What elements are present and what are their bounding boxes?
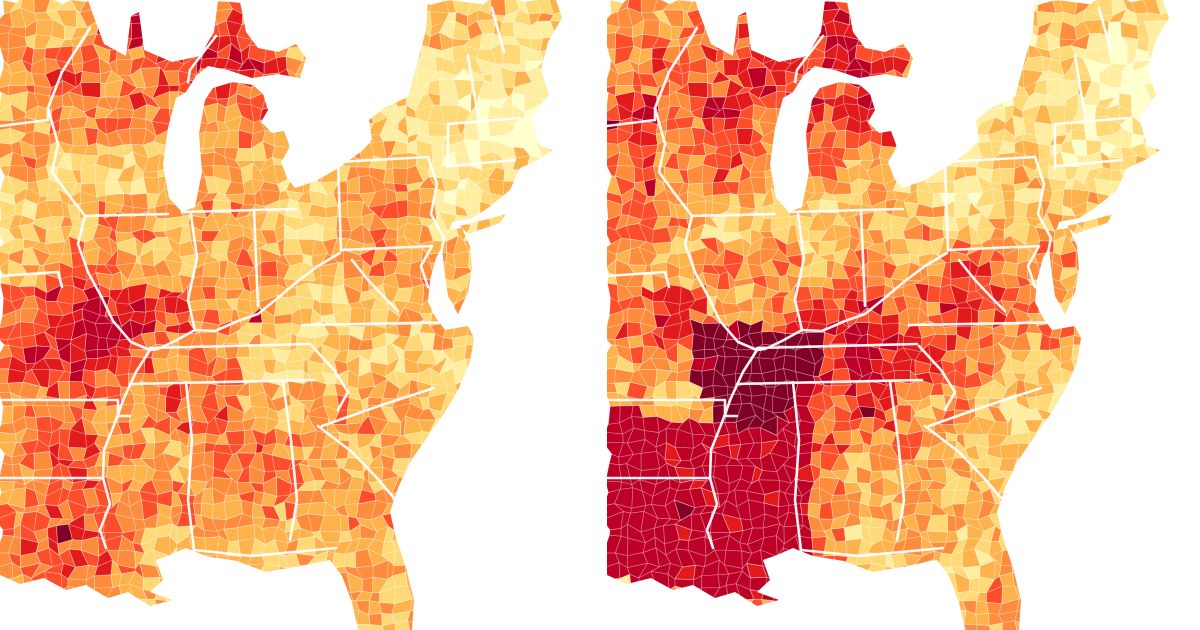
choropleth-panel-right (607, 0, 1200, 630)
choropleth-panel-left (0, 0, 593, 630)
county-choropleth-map-right (607, 0, 1169, 630)
county-choropleth-map-left (0, 0, 562, 630)
panel-divider (593, 0, 607, 630)
